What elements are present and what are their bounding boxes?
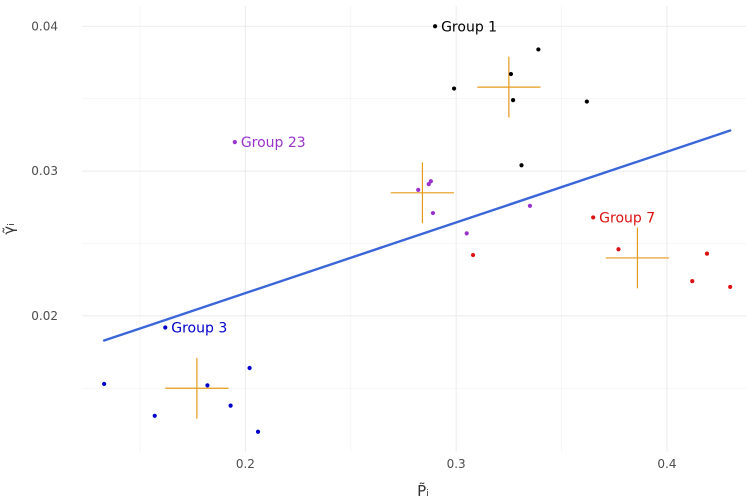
data-point xyxy=(508,71,514,77)
y-tick-label: 0.04 xyxy=(31,19,58,33)
data-point xyxy=(247,365,252,371)
data-point xyxy=(728,284,733,290)
data-point xyxy=(432,24,438,29)
group-label: Group 1 xyxy=(441,19,497,35)
data-point xyxy=(163,325,168,330)
minor-gridlines xyxy=(82,6,746,452)
trend-line xyxy=(102,129,732,342)
y-tick-label: 0.03 xyxy=(31,164,58,178)
data-point xyxy=(255,429,261,434)
data-point xyxy=(416,187,421,193)
data-point xyxy=(536,47,541,52)
data-point xyxy=(451,86,457,91)
data-point xyxy=(470,252,476,258)
data-point xyxy=(584,99,589,104)
x-tick-label: 0.4 xyxy=(657,457,676,471)
x-tick-label: 0.2 xyxy=(236,457,255,471)
data-point xyxy=(527,203,533,208)
data-point xyxy=(616,247,621,252)
data-point xyxy=(591,215,596,220)
data-point xyxy=(152,413,157,418)
data-points xyxy=(102,24,733,434)
group-label: Group 23 xyxy=(241,135,306,151)
data-point xyxy=(519,163,524,168)
y-tick-label: 0.02 xyxy=(31,309,58,323)
data-point xyxy=(430,210,436,216)
x-axis-label: P̃ᵢ xyxy=(417,481,429,500)
data-point xyxy=(690,279,695,284)
x-tick-label: 0.3 xyxy=(447,457,466,471)
data-point xyxy=(428,179,433,184)
data-point xyxy=(102,381,107,387)
data-point xyxy=(205,383,210,388)
data-point xyxy=(228,403,233,408)
data-point xyxy=(464,231,469,236)
y-axis-label: γ̃ᵢ xyxy=(0,223,18,235)
data-point xyxy=(232,140,237,145)
trend-line-layer xyxy=(102,129,732,342)
data-point xyxy=(704,251,710,256)
group-label: Group 7 xyxy=(599,210,655,226)
major-gridlines xyxy=(82,6,746,452)
group-centroid-crosshairs xyxy=(165,56,670,419)
data-point xyxy=(426,182,431,187)
group-labels: Group 1 Group 23 Group 7 Group 3 xyxy=(171,19,655,336)
group-label: Group 3 xyxy=(171,320,227,336)
data-point xyxy=(510,98,516,103)
tick-labels: 0.2 0.3 0.4 0.02 0.03 0.04 xyxy=(31,19,676,471)
